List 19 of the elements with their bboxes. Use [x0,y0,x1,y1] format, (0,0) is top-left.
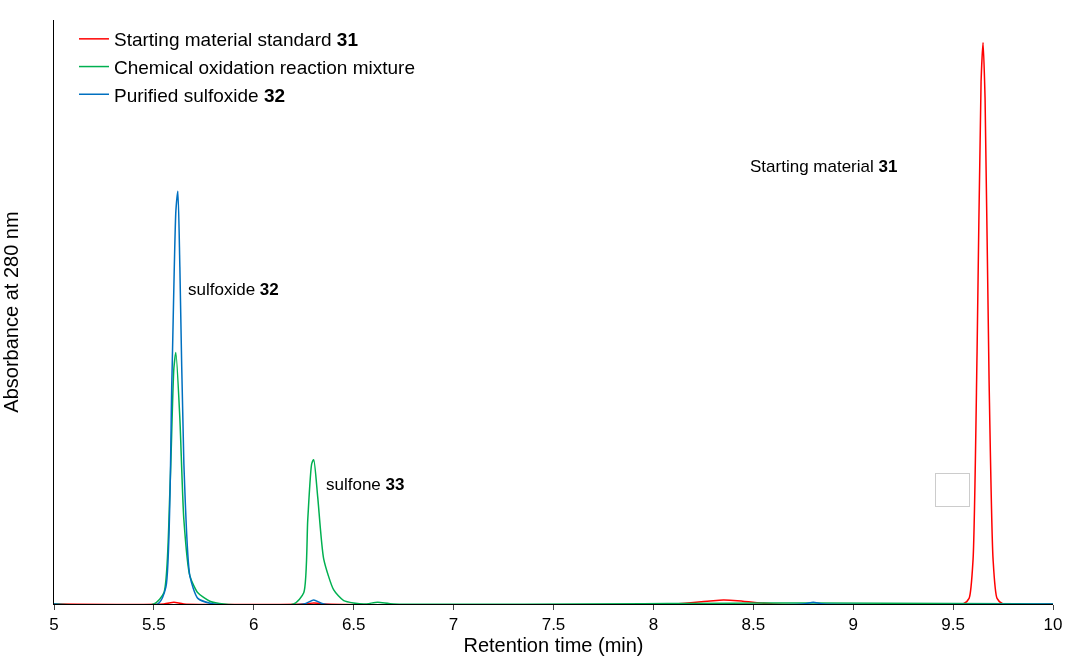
legend-label: Starting material standard 31 [113,29,359,51]
annotation: sulfone 33 [326,475,405,494]
x-tick-label: 5 [49,615,59,635]
x-tick-label: 10 [1043,615,1063,635]
x-tick-label: 9.5 [941,615,965,635]
legend-label: Chemical oxidation reaction mixture [113,56,415,78]
x-tick-label: 9 [848,615,858,635]
annotation: Starting material 31 [750,157,898,176]
x-axis-title: Retention time (min) [463,634,644,657]
legend-label: Purified sulfoxide 32 [113,84,286,106]
annotation: sulfoxide 32 [188,280,279,299]
x-tick-label: 7 [448,615,459,635]
x-tick-label: 5.5 [142,615,166,635]
x-tick-label: 8.5 [741,615,766,635]
y-axis-title: Absorbance at 280 nm [0,211,22,413]
x-tick-label: 8 [648,615,659,635]
x-tick-label: 7.5 [541,615,566,635]
x-tick-label: 6 [249,615,259,635]
x-tick-label: 6.5 [341,615,366,635]
